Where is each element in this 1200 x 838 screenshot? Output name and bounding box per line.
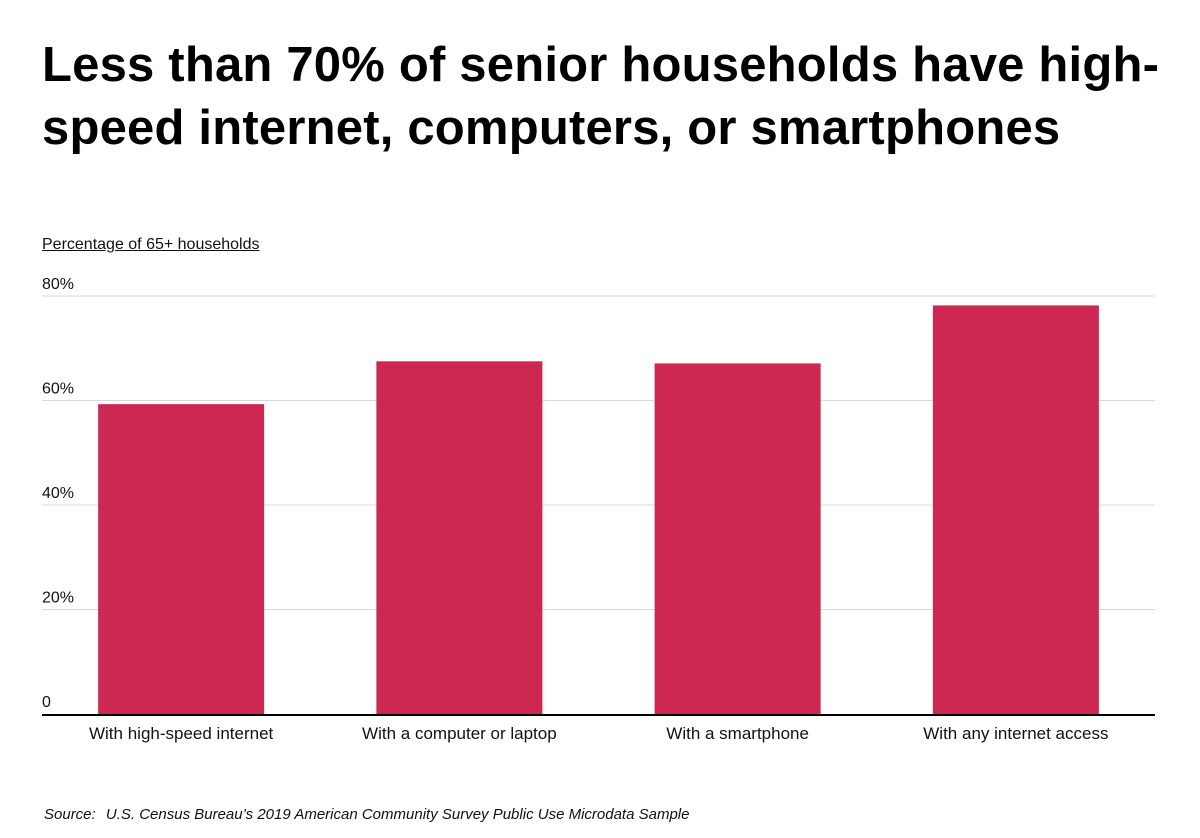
x-tick-label: With a computer or laptop	[362, 724, 557, 743]
chart-title: Less than 70% of senior households have …	[42, 38, 1160, 155]
y-tick-label: 80%	[42, 276, 74, 293]
y-tick-label: 40%	[42, 485, 74, 502]
bar	[98, 404, 265, 714]
source-note: Source: U.S. Census Bureau’s 2019 Americ…	[44, 806, 689, 823]
bar	[932, 305, 1099, 714]
y-tick-label: 0	[42, 694, 51, 711]
x-tick-label: With a smartphone	[666, 724, 809, 743]
x-tick-label: With high-speed internet	[89, 724, 274, 743]
bar	[654, 363, 821, 714]
x-tick-label: With any internet access	[923, 724, 1108, 743]
bar	[376, 361, 543, 714]
y-axis-label: Percentage of 65+ households	[42, 236, 260, 253]
source-text: U.S. Census Bureau’s 2019 American Commu…	[105, 806, 690, 823]
y-tick-label: 20%	[42, 590, 74, 607]
source-lead: Source:	[44, 806, 96, 823]
y-tick-label: 60%	[42, 381, 74, 398]
